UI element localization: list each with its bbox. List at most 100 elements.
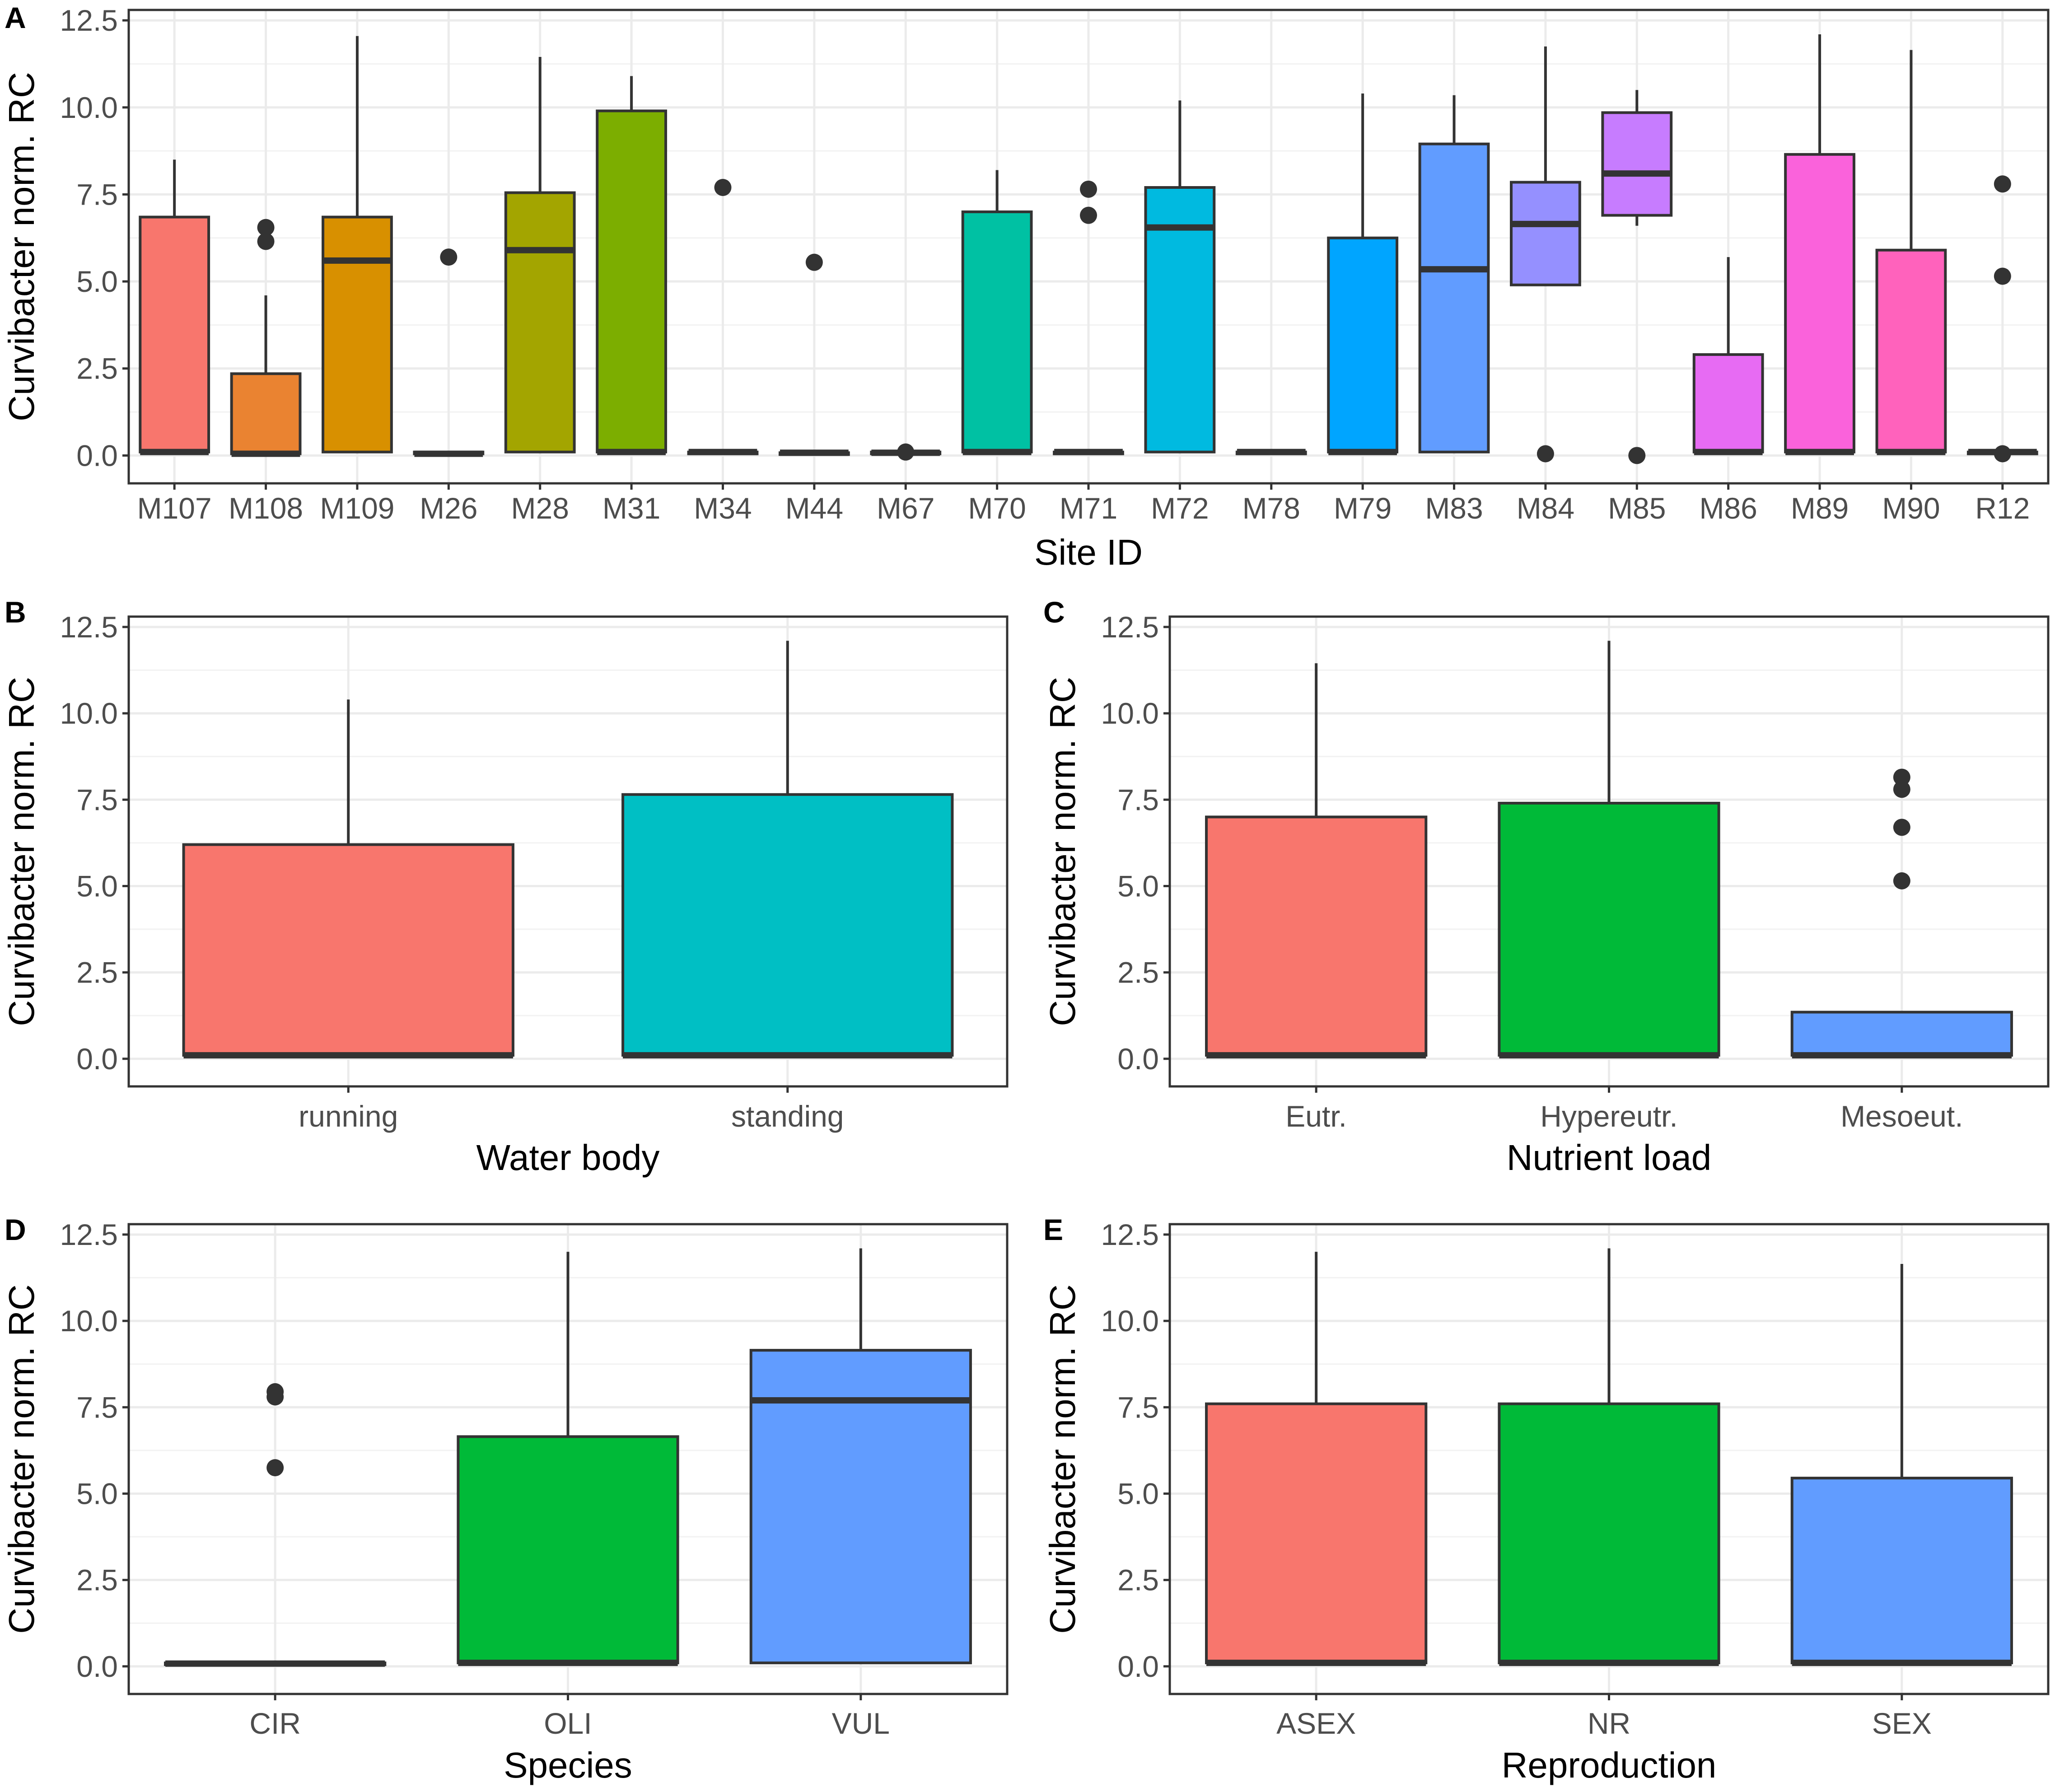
y-tick-label: 10.0 <box>1101 697 1159 730</box>
y-tick-label: 0.0 <box>1117 1042 1159 1076</box>
y-tick-label: 12.5 <box>1101 610 1159 644</box>
outlier-point <box>440 248 458 266</box>
panel-b: 0.0 2.5 5.0 7.5 10.0 12.5 running standing Water… <box>1 595 1009 1178</box>
box-body <box>1790 1011 2013 1057</box>
box-cir <box>164 1383 387 1667</box>
box-body <box>1498 1402 1720 1665</box>
box-r12 <box>1966 175 2038 463</box>
box-body <box>1418 142 1490 454</box>
box-running <box>182 699 514 1059</box>
x-tick-label: M83 <box>1425 491 1483 525</box>
box-body <box>1790 1477 2013 1665</box>
box-body <box>1327 236 1399 454</box>
box-body <box>504 191 576 454</box>
panel-border <box>127 615 1009 1088</box>
y-tick-label: 12.5 <box>60 4 118 37</box>
box-m108 <box>230 219 302 457</box>
box-body <box>596 109 667 454</box>
box-body <box>457 1435 679 1665</box>
y-tick-label: 5.0 <box>76 869 118 903</box>
box-asex <box>1205 1252 1428 1666</box>
x-tick-label: M84 <box>1517 491 1574 525</box>
box-vul <box>749 1248 972 1665</box>
y-tick-label: 5.0 <box>76 265 118 298</box>
y-tick-label: 5.0 <box>1117 869 1159 903</box>
box-m83 <box>1418 95 1490 454</box>
y-tick-label: 10.0 <box>60 1304 118 1338</box>
panel-tag: A <box>5 1 26 34</box>
y-tick-label: 10.0 <box>60 91 118 124</box>
box-body <box>1784 153 1855 454</box>
y-tick-label: 10.0 <box>1101 1304 1159 1338</box>
outlier-point <box>1893 819 1910 836</box>
panel-c: 0.0 2.5 5.0 7.5 10.0 12.5 Eutr. Hypereutr. Mesoe… <box>1042 595 2050 1178</box>
outlier-point <box>257 233 275 250</box>
panel-d: 0.0 2.5 5.0 7.5 10.0 12.5 CIR OLI VUL Species Curv… <box>1 1213 1009 1785</box>
box-body <box>1498 801 1720 1057</box>
box-eutr- <box>1205 663 1428 1059</box>
box-standing <box>621 641 954 1059</box>
box-m34 <box>687 179 759 455</box>
y-tick-label: 12.5 <box>1101 1218 1159 1251</box>
box-m85 <box>1601 90 1673 464</box>
box-m44 <box>778 253 850 456</box>
y-tick-label: 2.5 <box>76 956 118 989</box>
box-body <box>1205 815 1428 1057</box>
y-axis-title: Curvibacter norm. RC <box>1 1284 42 1634</box>
box-m84 <box>1510 46 1581 463</box>
y-axis-title: Curvibacter norm. RC <box>1042 677 1083 1026</box>
outlier-point <box>1080 206 1097 224</box>
box-hypereutr- <box>1498 641 1720 1059</box>
y-tick-label: 5.0 <box>1117 1477 1159 1510</box>
x-axis-title: Species <box>504 1745 632 1785</box>
outlier-point <box>257 219 275 236</box>
x-tick-label: M107 <box>137 491 212 525</box>
outlier-point <box>1080 180 1097 198</box>
box-m86 <box>1692 257 1764 455</box>
x-tick-label: R12 <box>1975 491 2030 525</box>
panel-tag: C <box>1043 595 1065 629</box>
box-m89 <box>1784 34 1855 455</box>
x-axis-title: Reproduction <box>1502 1745 1717 1785</box>
y-tick-label: 0.0 <box>76 439 118 472</box>
y-tick-label: 7.5 <box>1117 1390 1159 1424</box>
box-m109 <box>322 36 393 454</box>
y-tick-label: 7.5 <box>76 1390 118 1424</box>
x-tick-label: M31 <box>602 491 660 525</box>
panel-tag: D <box>5 1213 26 1246</box>
panel-tag: E <box>1043 1213 1063 1246</box>
box-body <box>322 215 393 454</box>
box-m72 <box>1144 100 1216 454</box>
box-body <box>230 372 302 455</box>
outlier-point <box>1893 768 1910 786</box>
outlier-point <box>1893 872 1910 889</box>
x-tick-label: M109 <box>320 491 394 525</box>
x-tick-label: M108 <box>229 491 303 525</box>
box-m28 <box>504 57 576 454</box>
y-tick-label: 7.5 <box>1117 783 1159 816</box>
y-tick-label: 0.0 <box>76 1650 118 1683</box>
box-oli <box>457 1252 679 1666</box>
y-tick-label: 7.5 <box>76 783 118 816</box>
x-tick-label: M72 <box>1151 491 1209 525</box>
box-body <box>1875 248 1947 454</box>
box-body <box>1510 181 1581 286</box>
outlier-point <box>714 179 732 196</box>
box-sex <box>1790 1263 2013 1666</box>
x-tick-label: M86 <box>1699 491 1757 525</box>
x-tick-label: Mesoeut. <box>1840 1100 1963 1133</box>
y-tick-label: 2.5 <box>1117 956 1159 989</box>
y-axis-title: Curvibacter norm. RC <box>1042 1284 1083 1634</box>
x-tick-label: Hypereutr. <box>1540 1100 1677 1133</box>
box-nr <box>1498 1248 1720 1666</box>
panel-tag: B <box>5 595 26 629</box>
box-m31 <box>596 76 667 455</box>
box-m107 <box>139 159 210 455</box>
x-tick-label: CIR <box>249 1707 301 1740</box>
box-m70 <box>961 170 1033 455</box>
box-body <box>1144 186 1216 454</box>
box-m79 <box>1327 93 1399 455</box>
x-tick-label: OLI <box>544 1707 592 1740</box>
panel-a: 0.0 2.5 5.0 7.5 10.0 12.5 M107 M108 M109 M26 M28 M3… <box>1 1 2050 572</box>
